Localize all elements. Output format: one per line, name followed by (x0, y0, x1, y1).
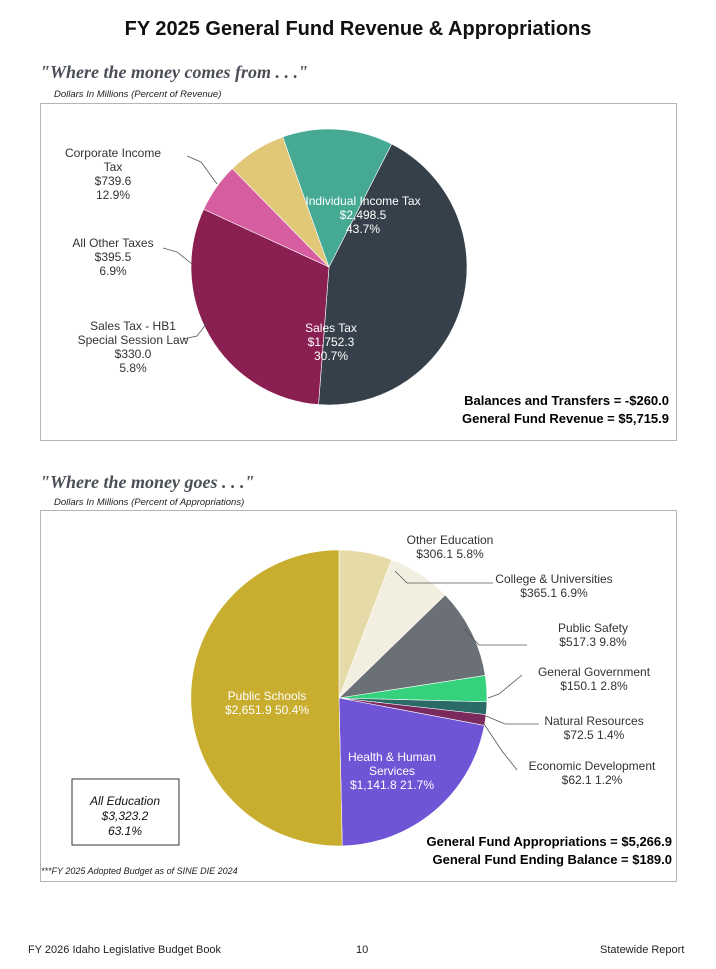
pie-slice-sales-tax (190, 208, 330, 405)
appropriations-subtitle: Dollars In Millions (Percent of Appropri… (54, 497, 245, 508)
callout-box (71, 778, 180, 846)
leader-line-corporate-income-tax (186, 155, 218, 185)
revenue-heading: "Where the money comes from . . ." (40, 62, 308, 82)
leader-line-sales-tax-hb1-special-session-law (182, 322, 208, 340)
slice-label-sales-tax: Sales Tax $1,752.3 30.7% (305, 321, 357, 363)
slice-label-line: $330.0 (115, 347, 152, 361)
slice-label-line: $739.6 (95, 174, 132, 188)
slice-label-sales-tax-hb1-special-session-law: Sales Tax - HB1 Special Session Law $330.0… (78, 319, 189, 375)
leader-line-economic-development (483, 723, 518, 771)
slice-label-public-schools: Public Schools $2,651.9 50.4% (225, 689, 309, 717)
chart-note-balances: General Fund Appropriations = $5,266.9 (426, 834, 672, 849)
callout-amount: $3,323.2 (101, 809, 149, 823)
slice-label-economic-development: Economic Development $62.1 1.2% (529, 759, 656, 787)
appropriations-chart-panel: Other Education $306.1 5.8% College & Univ… (40, 510, 677, 882)
pie-slice-health-human-services (338, 697, 485, 847)
slice-label-line: $365.1 6.9% (520, 586, 588, 600)
svg-text:Sales Tax$1,752.330.7%: Sales Tax $1,752.3 30.7% (305, 321, 357, 363)
pie-slice-public-safety (338, 594, 486, 699)
leader-line-college-universities (394, 570, 493, 584)
svg-text:College & Universities$365.1: College & Universities $365.1 6.9% (495, 572, 612, 600)
budget-footnote: ***FY 2025 Adopted Budget as of SINE DIE… (41, 866, 238, 876)
svg-text:General Government$150.1 2.8%: General Government $150.1 2.8% (538, 665, 651, 693)
pie-slice-individual-income-tax (318, 143, 468, 406)
slice-label-line: 6.9% (99, 264, 127, 278)
slice-label-line: Other Education (407, 533, 494, 547)
svg-text:Individual Income Tax$2,498.54: Individual Income Tax $2,498.5 43.7% (305, 194, 420, 236)
revenue-subtitle: Dollars In Millions (Percent of Revenue) (54, 89, 222, 100)
slice-label-line: Sales Tax - HB1 (90, 319, 176, 333)
slice-label-all-other-taxes: All Other Taxes $395.5 6.9% (72, 236, 153, 278)
footer-page-number: 10 (356, 944, 369, 956)
slice-label-line: $1,752.3 (308, 335, 355, 349)
chart-note-total: General Fund Revenue = $5,715.9 (462, 411, 669, 426)
leader-line-all-other-taxes (162, 247, 193, 265)
slice-label-line: Health & Human (348, 750, 436, 764)
slice-label-line: Sales Tax (305, 321, 357, 335)
slice-label-line: 12.9% (96, 188, 130, 202)
slice-label-line: $2,651.9 50.4% (225, 703, 309, 717)
slice-label-health-human-services: Health & Human Services $1,141.8 21.7% (348, 750, 436, 792)
slice-label-natural-resources: Natural Resources $72.5 1.4% (544, 714, 643, 742)
slice-label-other-education: Other Education $306.1 5.8% (407, 533, 494, 561)
appropriations-heading: "Where the money goes . . ." (40, 472, 255, 492)
slice-label-line: Individual Income Tax (305, 194, 420, 208)
slice-label-line: General Government (538, 665, 651, 679)
slice-label-line: Services (369, 764, 415, 778)
slice-label-college-universities: College & Universities $365.1 6.9% (495, 572, 612, 600)
svg-text:Other Education$306.1 5.8%: Other Education $306.1 5.8% (407, 533, 494, 561)
slice-label-line: Special Session Law (78, 333, 189, 347)
slice-label-line: College & Universities (495, 572, 612, 586)
slice-label-line: Tax (104, 160, 123, 174)
svg-text:Public Safety$517.3 9.8%: Public Safety $517.3 9.8% (558, 621, 628, 649)
svg-text:Public Schools$2,651.9 50.4%: Public Schools $2,651.9 50.4% (225, 689, 309, 717)
svg-text:Natural Resources$72.5 1.4%: Natural Resources $72.5 1.4% (544, 714, 643, 742)
slice-label-line: $306.1 5.8% (416, 547, 484, 561)
slice-label-line: $150.1 2.8% (560, 679, 628, 693)
pie-slice-corporate-income-tax (282, 128, 393, 268)
chart-note-total: General Fund Ending Balance = $189.0 (433, 852, 673, 867)
slice-label-line: 43.7% (346, 222, 380, 236)
svg-text:All Other Taxes$395.56.9%: All Other Taxes $395.5 6.9% (72, 236, 153, 278)
revenue-chart-panel: Individual Income Tax $2,498.5 43.7% Sales … (40, 103, 677, 441)
slice-label-line: 5.8% (119, 361, 147, 375)
slice-label-line: $2,498.5 (340, 208, 387, 222)
slice-label-line: Economic Development (529, 759, 656, 773)
pie-slice-public-schools (190, 549, 343, 847)
slice-label-line: Public Schools (228, 689, 307, 703)
callout-percent: 63.1% (108, 824, 142, 838)
revenue-pie-chart: Individual Income Tax $2,498.5 43.7% Sales … (65, 128, 669, 426)
slice-label-line: $517.3 9.8% (559, 635, 627, 649)
slice-label-public-safety: Public Safety $517.3 9.8% (558, 621, 628, 649)
slice-label-corporate-income-tax: Corporate Income Tax $739.6 12.9% (65, 146, 161, 202)
slice-label-general-government: General Government $150.1 2.8% (538, 665, 651, 693)
leader-line-natural-resources (485, 715, 539, 725)
slice-label-line: 30.7% (314, 349, 348, 363)
slice-label-line: $72.5 1.4% (564, 728, 625, 742)
slice-label-line: $1,141.8 21.7% (350, 778, 434, 792)
slice-label-line: $62.1 1.2% (562, 773, 623, 787)
appropriations-pie-chart: Other Education $306.1 5.8%College & Univ… (41, 533, 673, 876)
leader-line-general-government (487, 674, 523, 699)
page-title: FY 2025 General Fund Revenue & Appropria… (124, 18, 592, 40)
chart-note-balances: Balances and Transfers = -$260.0 (464, 393, 669, 408)
leader-line-public-safety (463, 628, 527, 646)
slice-label-line: Public Safety (558, 621, 628, 635)
footer-section: Statewide Report (600, 944, 685, 956)
footer-book-title: FY 2026 Idaho Legislative Budget Book (28, 944, 222, 956)
slice-label-line: All Other Taxes (72, 236, 153, 250)
callout-label: All Education (89, 794, 160, 808)
slice-label-individual-income-tax: Individual Income Tax $2,498.5 43.7% (305, 194, 420, 236)
slice-label-line: Natural Resources (544, 714, 643, 728)
slice-label-line: Corporate Income (65, 146, 161, 160)
slice-label-line: $395.5 (95, 250, 132, 264)
svg-text:Economic Development$62.1 1.2: Economic Development $62.1 1.2% (529, 759, 656, 787)
all-education-callout: All Education$3,323.263.1% (71, 778, 180, 846)
